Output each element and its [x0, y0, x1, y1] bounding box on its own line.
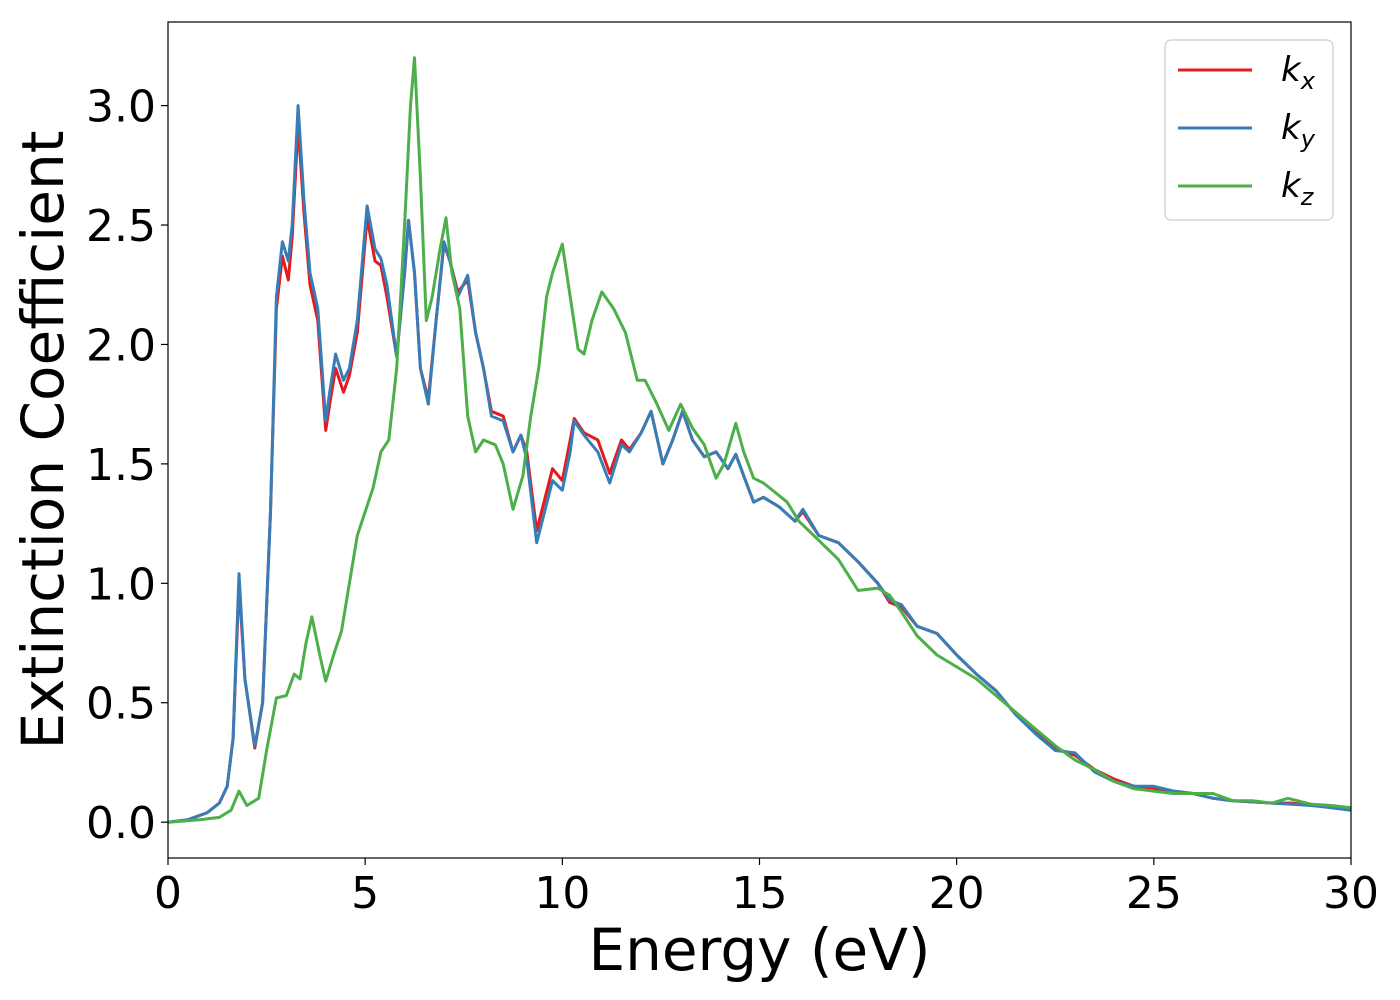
x-axis-title: Energy (eV)	[588, 916, 930, 984]
y-tick-label: 1.0	[86, 559, 156, 610]
series-layer	[168, 56, 1351, 824]
y-tick-label: 0.0	[86, 798, 156, 849]
x-tick-label: 25	[1126, 868, 1182, 919]
legend-label-k-z: kz	[1281, 166, 1315, 211]
y-axis-ticks: 0.0 0.5 1.0 1.5 2.0 2.5 3.0	[86, 82, 168, 849]
x-tick-label: 10	[534, 868, 590, 919]
series-line-k-z	[168, 56, 1351, 824]
series-line-k-y	[168, 104, 1351, 824]
y-axis-title: Extinction Coefficient	[9, 131, 77, 750]
x-tick-label: 20	[929, 868, 985, 919]
x-tick-label: 30	[1323, 868, 1379, 919]
x-tick-label: 5	[351, 868, 379, 919]
y-tick-label: 2.5	[86, 201, 156, 252]
y-tick-label: 1.5	[86, 440, 156, 491]
y-tick-label: 2.0	[86, 320, 156, 371]
x-tick-label: 15	[732, 868, 788, 919]
y-tick-label: 3.0	[86, 82, 156, 133]
legend-box	[1164, 39, 1334, 221]
x-axis-ticks: 0 5 10 15 20 25 30	[154, 858, 1379, 919]
series-line-k-x	[168, 123, 1351, 824]
y-tick-label: 0.5	[86, 679, 156, 730]
x-tick-label: 0	[154, 868, 182, 919]
